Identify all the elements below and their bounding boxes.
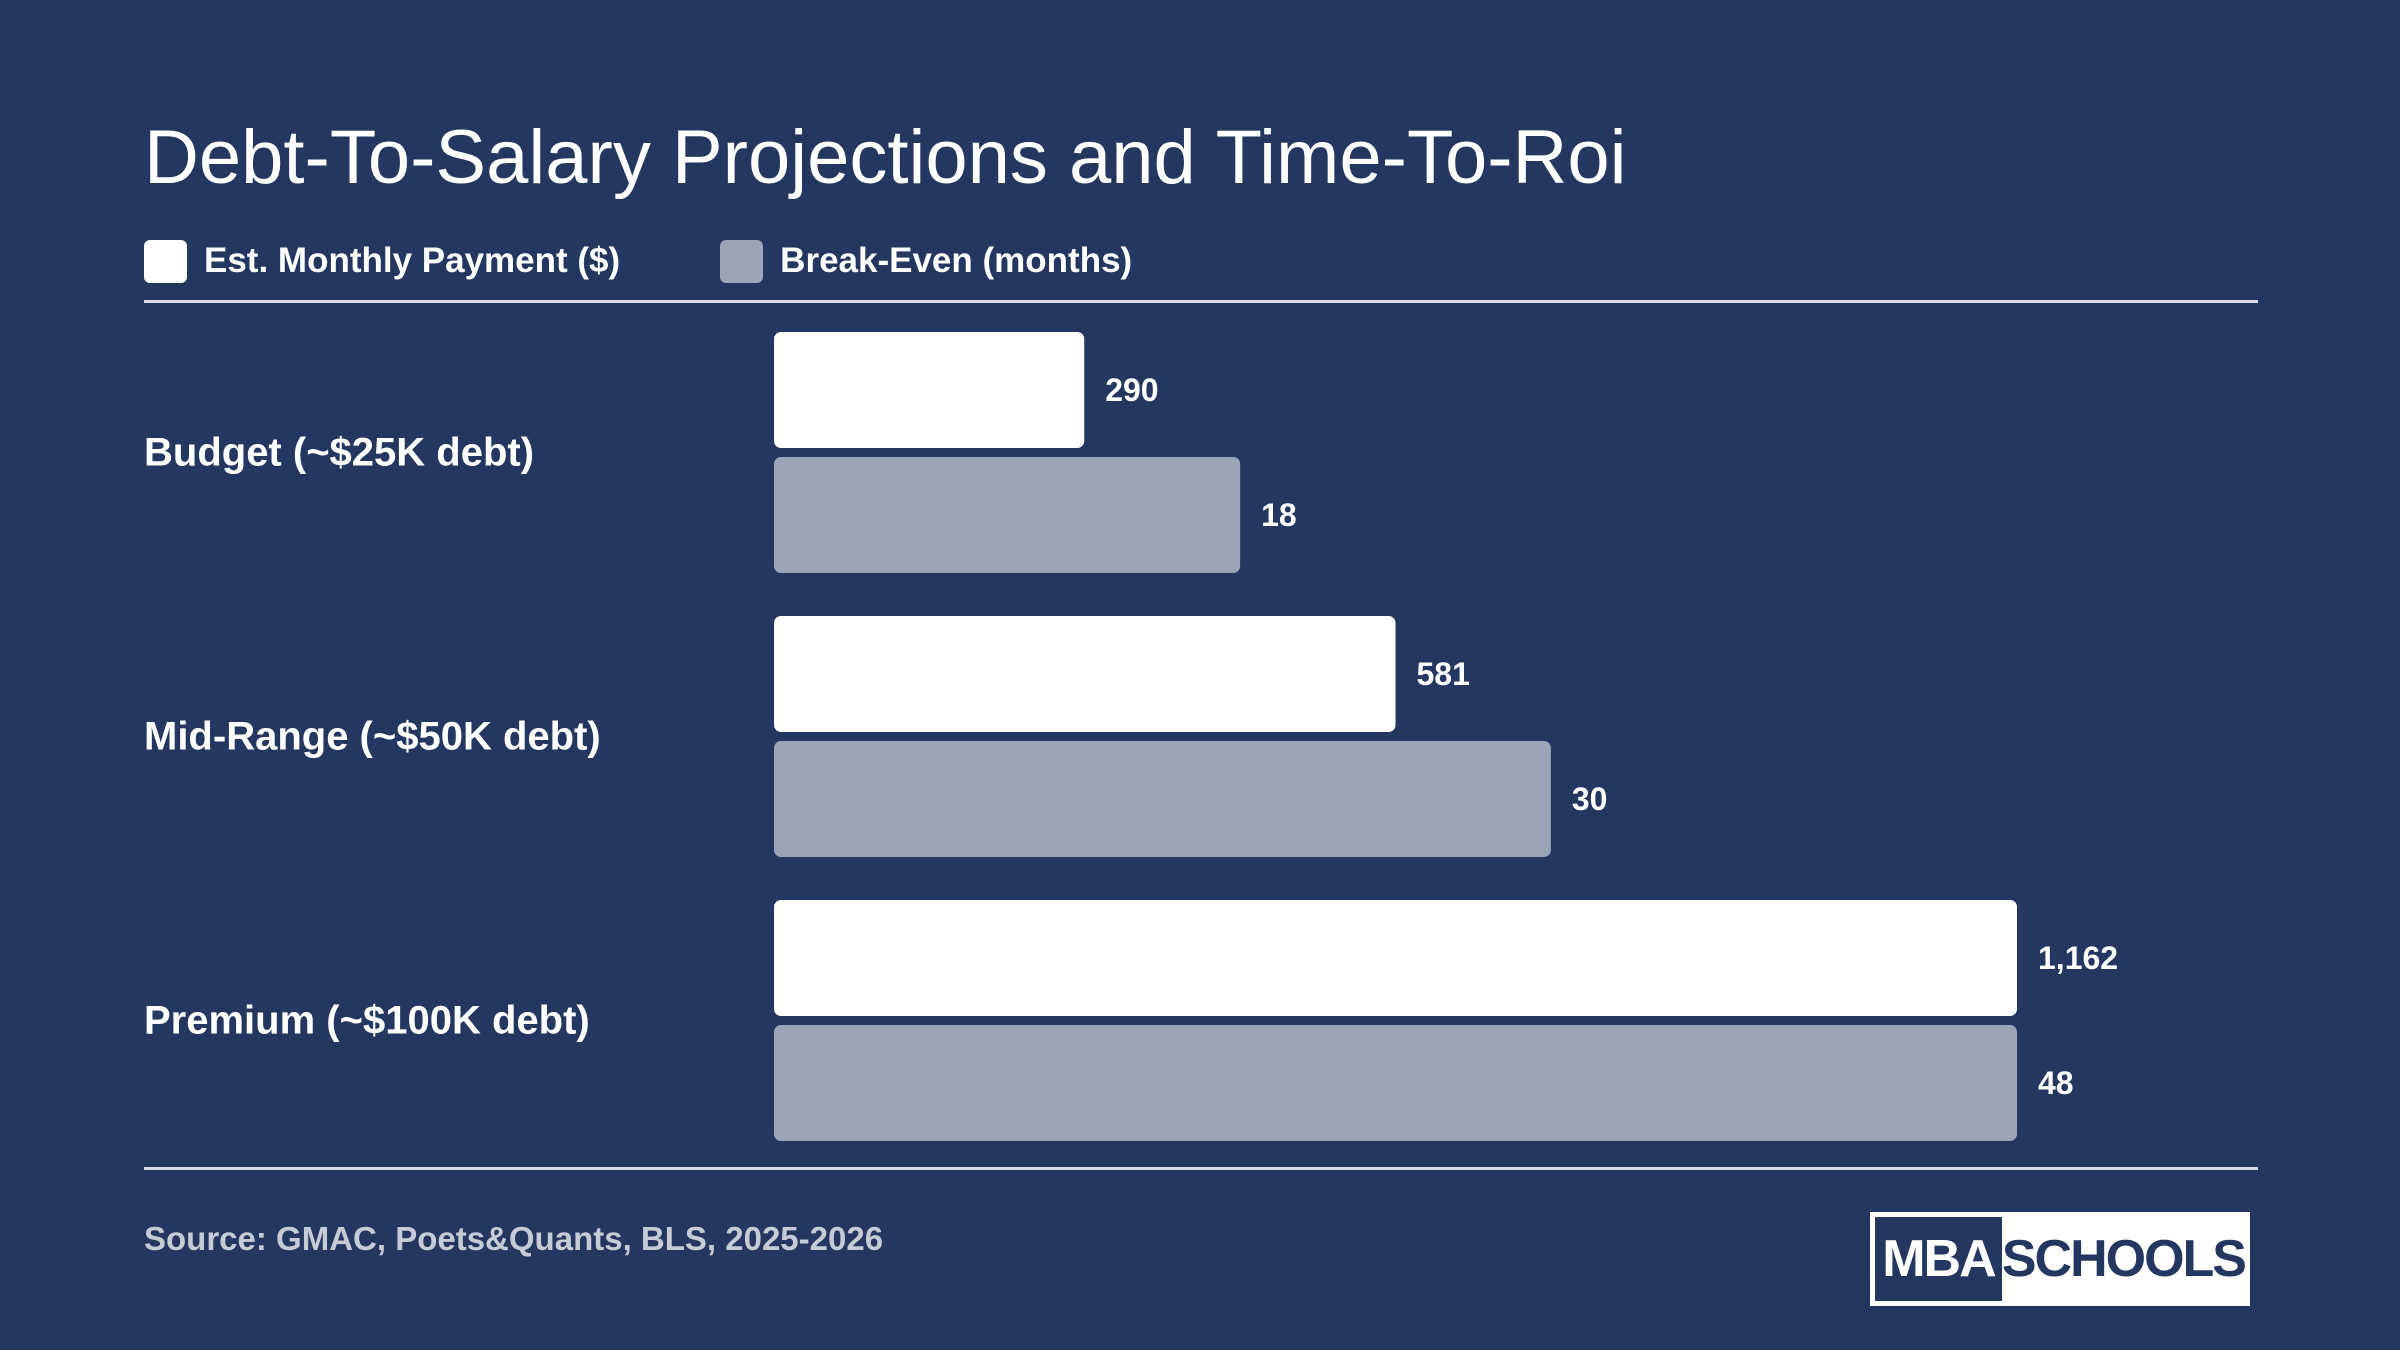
top-divider: [144, 300, 2258, 303]
data-label-break-even-months-budget-25k-debt: 18: [1261, 497, 1297, 533]
data-label-est-monthly-payment-budget-25k-debt: 290: [1105, 372, 1158, 408]
data-label-break-even-months-premium-100k-debt: 48: [2038, 1065, 2074, 1101]
data-label-break-even-months-mid-range-50k-debt: 30: [1572, 781, 1608, 817]
data-label-est-monthly-payment-mid-range-50k-debt: 581: [1417, 656, 1470, 692]
chart-legend: Est. Monthly Payment ($) Break-Even (mon…: [144, 237, 1232, 285]
logo-mba-text: MBA: [1875, 1217, 2002, 1301]
logo-schools-text: SCHOOLS: [2001, 1230, 2247, 1288]
bar-est-monthly-payment-budget-25k-debt: [774, 332, 1085, 448]
bar-est-monthly-payment-mid-range-50k-debt: [774, 616, 1396, 732]
bar-break-even-months-mid-range-50k-debt: [774, 741, 1551, 857]
category-label-mid-range-50k-debt: Mid-Range (~$50K debt): [144, 715, 601, 759]
bar-break-even-months-premium-100k-debt: [774, 1025, 2017, 1141]
category-label-premium-100k-debt: Premium (~$100K debt): [144, 999, 590, 1043]
bar-break-even-months-budget-25k-debt: [774, 457, 1241, 573]
legend-swatch-break-even: [720, 239, 764, 283]
data-label-est-monthly-payment-premium-100k-debt: 1,162: [2038, 940, 2118, 976]
legend-item-monthly-payment: Est. Monthly Payment ($): [144, 239, 621, 283]
legend-swatch-monthly-payment: [144, 239, 187, 283]
legend-item-break-even: Break-Even (months): [720, 239, 1133, 283]
mba-schools-logo: MBA SCHOOLS: [1870, 1212, 2250, 1306]
legend-label-monthly-payment: Est. Monthly Payment ($): [204, 241, 621, 280]
chart-title: Debt-To-Salary Projections and Time-To-R…: [144, 115, 1627, 200]
bar-est-monthly-payment-premium-100k-debt: [774, 900, 2017, 1016]
legend-label-break-even: Break-Even (months): [780, 241, 1133, 280]
bottom-divider: [144, 1167, 2258, 1170]
category-label-budget-25k-debt: Budget (~$25K debt): [144, 431, 534, 475]
source-note: Source: GMAC, Poets&Quants, BLS, 2025-20…: [144, 1220, 884, 1257]
